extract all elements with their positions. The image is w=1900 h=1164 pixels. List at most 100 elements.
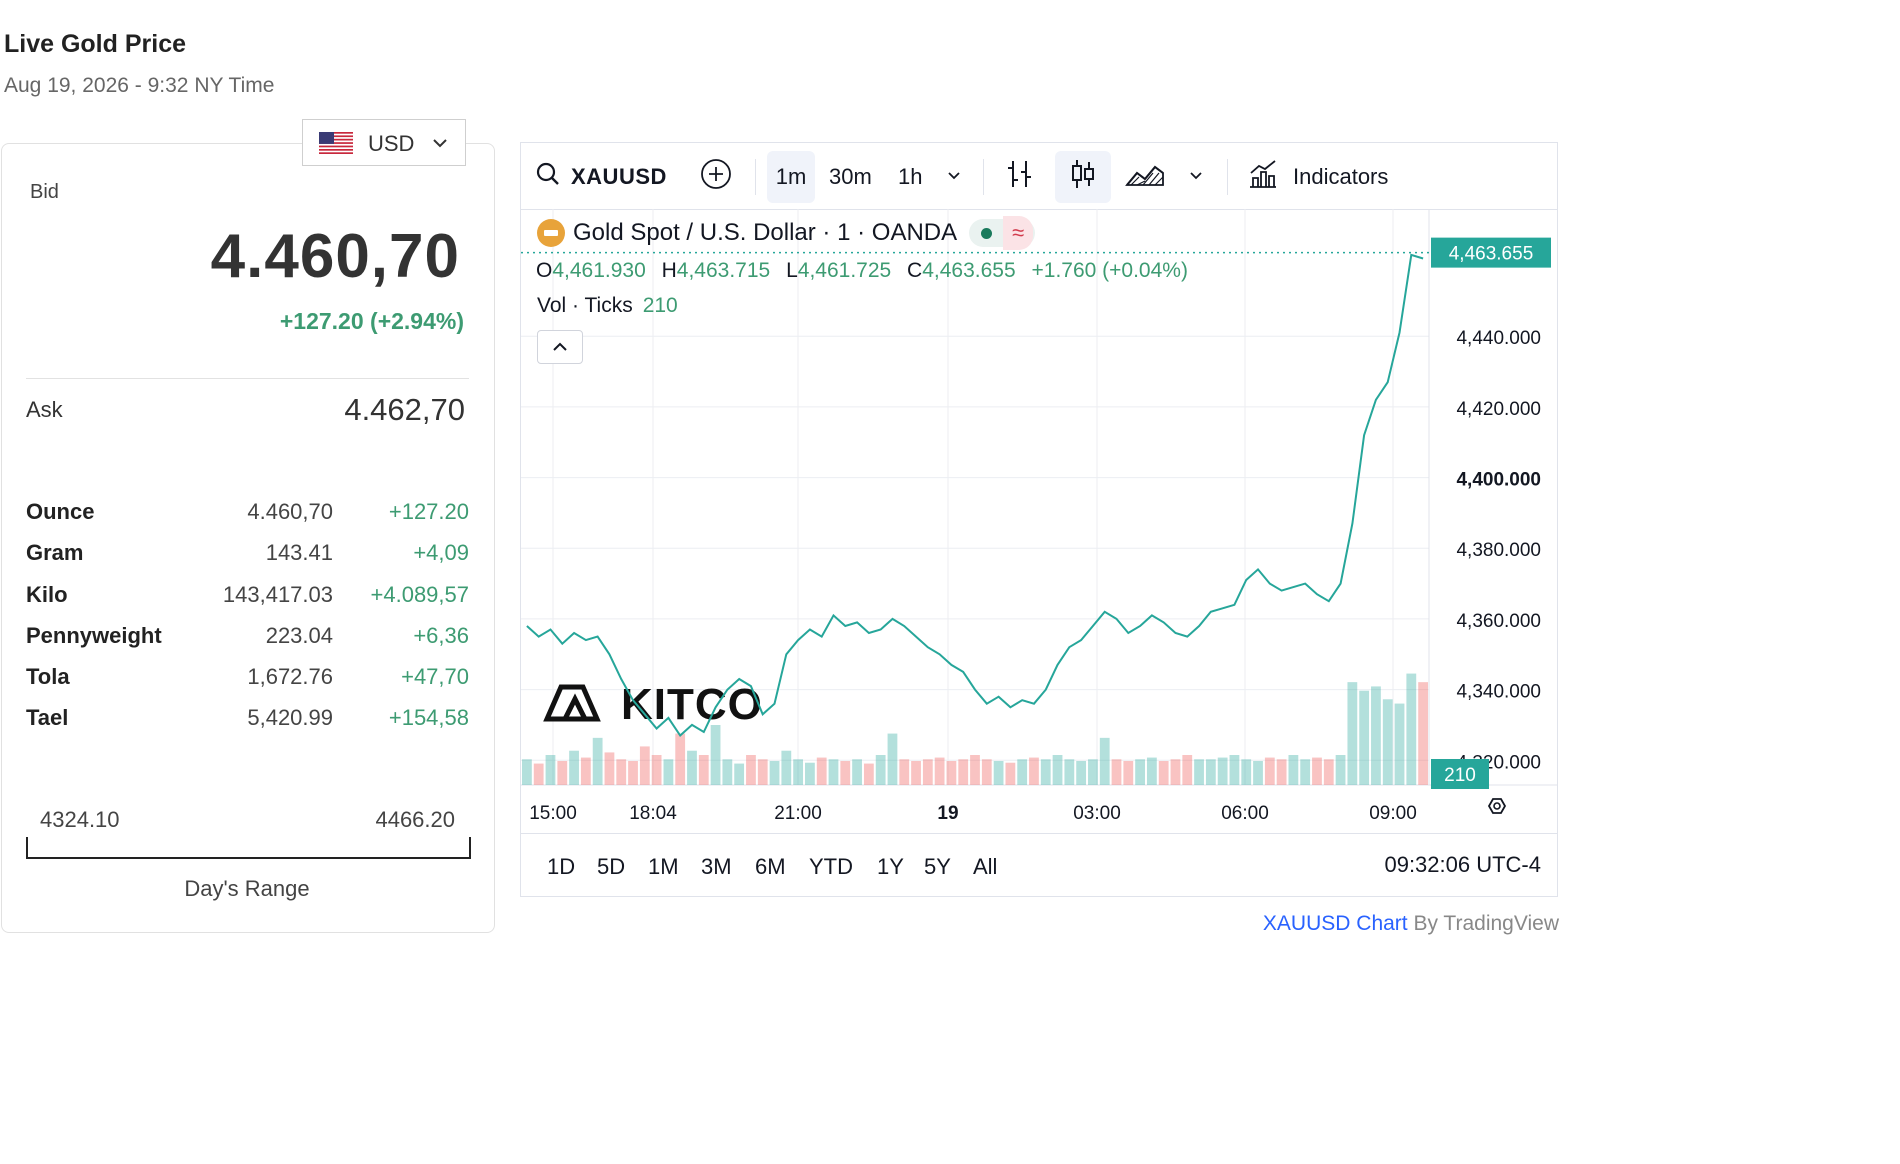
unit-row-pennyweight: Pennyweight 223.04 +6,36 bbox=[26, 620, 469, 661]
ohlc-bars-icon bbox=[1005, 158, 1035, 196]
compare-symbol-button[interactable] bbox=[699, 151, 733, 203]
volume-bar bbox=[722, 759, 733, 785]
low-label: L bbox=[786, 259, 798, 282]
volume-bar bbox=[1111, 759, 1122, 785]
volume-bar bbox=[1288, 755, 1299, 785]
y-tick-label: 4,400.000 bbox=[1456, 470, 1541, 491]
market-status-badge[interactable]: ≈ bbox=[969, 216, 1036, 250]
volume-bar bbox=[828, 759, 839, 785]
unit-value: 143,417.03 bbox=[222, 581, 333, 607]
indicators-button[interactable]: Indicators bbox=[1247, 151, 1388, 203]
volume-bar bbox=[663, 759, 674, 785]
range-button-1y[interactable]: 1Y bbox=[877, 854, 904, 879]
close-value: 4,463.655 bbox=[922, 259, 1016, 282]
volume-bar bbox=[840, 761, 851, 785]
interval-30m-button[interactable]: 30m bbox=[829, 151, 872, 203]
price-panel bbox=[1, 143, 495, 933]
collapse-legend-button[interactable] bbox=[537, 330, 583, 364]
volume-bar bbox=[1418, 682, 1428, 785]
volume-value: 210 bbox=[642, 294, 678, 317]
volume-bar bbox=[1323, 759, 1334, 785]
chevron-down-icon bbox=[431, 132, 449, 158]
volume-bar bbox=[687, 750, 697, 785]
volume-bar bbox=[522, 759, 532, 785]
volume-bar bbox=[1347, 682, 1358, 785]
volume-bar bbox=[1123, 761, 1134, 785]
volume-bar bbox=[1406, 673, 1417, 785]
symbol-search[interactable]: XAUUSD bbox=[535, 151, 667, 203]
range-button-all[interactable]: All bbox=[973, 854, 998, 879]
unit-name: Tael bbox=[26, 705, 69, 731]
low-value: 4,461.725 bbox=[797, 259, 892, 282]
instrument-name: Gold Spot / U.S. Dollar · 1 · OANDA bbox=[573, 219, 958, 246]
range-button-1m[interactable]: 1M bbox=[648, 854, 679, 879]
last-volume-tag bbox=[1431, 759, 1489, 789]
range-button-5y[interactable]: 5Y bbox=[924, 854, 951, 879]
volume-bar bbox=[557, 761, 568, 785]
volume-bar bbox=[1394, 703, 1405, 785]
volume-bar bbox=[769, 761, 780, 785]
day-range-bar bbox=[26, 837, 471, 859]
range-button-6m[interactable]: 6M bbox=[755, 854, 786, 879]
range-button-3m[interactable]: 3M bbox=[701, 854, 732, 879]
volume-bar bbox=[816, 757, 827, 785]
day-range-high: 4466.20 bbox=[375, 807, 455, 832]
interval-1h-button[interactable]: 1h bbox=[898, 151, 922, 203]
volume-bar bbox=[746, 755, 756, 785]
bid-label: Bid bbox=[30, 181, 59, 203]
interval-1m-button[interactable]: 1m bbox=[767, 151, 815, 203]
divider bbox=[26, 378, 469, 379]
volume-bar bbox=[604, 752, 615, 785]
unit-row-tola: Tola 1,672.76 +47,70 bbox=[26, 661, 469, 702]
interval-label: 1h bbox=[898, 164, 923, 189]
page-title: Live Gold Price bbox=[4, 30, 187, 58]
candles-chart-type-button[interactable] bbox=[1055, 151, 1111, 203]
volume-bar bbox=[698, 755, 709, 785]
open-value: 4,461.930 bbox=[552, 259, 646, 282]
interval-dropdown-button[interactable] bbox=[945, 151, 963, 203]
volume-bar bbox=[970, 755, 980, 785]
volume-bar bbox=[946, 761, 957, 785]
volume-bar bbox=[1040, 759, 1051, 785]
volume-bar bbox=[852, 759, 862, 785]
chart-attribution: XAUUSD Chart By TradingView bbox=[1263, 912, 1559, 936]
toolbar-separator bbox=[983, 159, 984, 195]
x-tick-label: 03:00 bbox=[1073, 803, 1121, 824]
volume-bar bbox=[710, 725, 721, 785]
volume-bar bbox=[1158, 761, 1169, 785]
volume-bar bbox=[875, 755, 886, 785]
price-chart[interactable]: 4,440.000 4,420.000 4,400.000 4,380.000 4,36… bbox=[521, 209, 1557, 833]
area-chart-icon bbox=[1125, 159, 1165, 195]
volume-bar bbox=[628, 761, 638, 785]
volume-bar bbox=[1052, 755, 1063, 785]
ask-price: 4.462,70 bbox=[344, 392, 465, 427]
data-delayed-icon: ≈ bbox=[1003, 216, 1034, 250]
tradingview-symbol-link[interactable]: XAUUSD Chart bbox=[1262, 912, 1408, 935]
volume-bar bbox=[1088, 759, 1098, 785]
kitco-logo-icon bbox=[543, 684, 601, 722]
bar-change: +1.760 (+0.04%) bbox=[1031, 259, 1188, 282]
range-button-5d[interactable]: 5D bbox=[597, 854, 626, 879]
volume-bar bbox=[734, 763, 745, 785]
us-flag-icon bbox=[319, 132, 353, 154]
chart-type-dropdown-button[interactable] bbox=[1187, 151, 1205, 203]
high-value: 4,463.715 bbox=[676, 259, 771, 282]
volume-bar bbox=[569, 750, 579, 785]
unit-row-kilo: Kilo 143,417.03 +4.089,57 bbox=[26, 579, 469, 620]
currency-select[interactable]: USD bbox=[302, 119, 466, 166]
unit-change: +4.089,57 bbox=[370, 581, 469, 607]
volume-bar bbox=[1253, 761, 1263, 785]
chart-widget: XAUUSD 1m 30m 1h bbox=[520, 142, 1558, 897]
settings-gear-icon-center bbox=[1493, 802, 1501, 810]
volume-bar bbox=[1335, 755, 1346, 785]
chart-clock[interactable]: 09:32:06 UTC-4 bbox=[1384, 852, 1541, 877]
x-tick-label: 21:00 bbox=[774, 803, 822, 824]
y-tick-label: 4,440.000 bbox=[1456, 328, 1541, 349]
range-button-1d[interactable]: 1D bbox=[547, 854, 576, 879]
last-price-label: 4,463.655 bbox=[1449, 244, 1534, 265]
page-subtitle-timestamp: Aug 19, 2026 - 9:32 NY Time bbox=[4, 74, 275, 97]
area-chart-type-button[interactable] bbox=[1125, 151, 1165, 203]
interval-label: 1m bbox=[775, 164, 807, 189]
bar-chart-type-button[interactable] bbox=[1005, 151, 1035, 203]
range-button-ytd[interactable]: YTD bbox=[809, 854, 853, 879]
